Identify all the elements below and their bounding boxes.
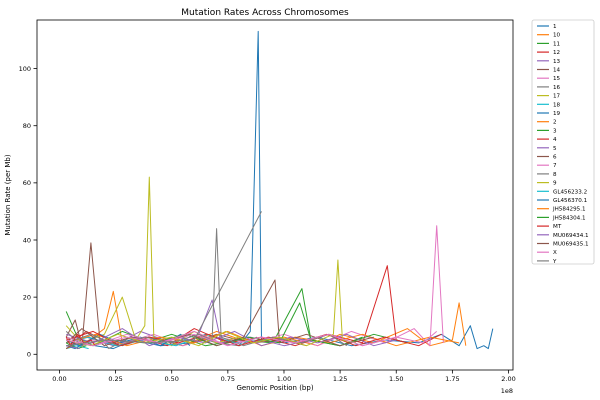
x-tick-label: 1.50 xyxy=(389,375,403,383)
legend-label: 16 xyxy=(553,85,561,91)
y-axis-label: Mutation Rate (per Mb) xyxy=(4,154,12,235)
legend-frame xyxy=(531,19,595,265)
legend-label: 2 xyxy=(553,120,557,126)
legend-label: 15 xyxy=(553,76,561,82)
series-line-19 xyxy=(66,345,89,350)
legend-label: 6 xyxy=(553,155,557,161)
x-tick-label: 0.75 xyxy=(221,375,235,383)
series-layer xyxy=(65,30,494,350)
legend-label: 7 xyxy=(553,163,557,169)
x-axis-label: Genomic Position (bp) xyxy=(236,384,313,392)
x-tick-label: 1.75 xyxy=(445,375,459,383)
legend-label: MU069434.1 xyxy=(553,233,589,239)
series-line-26 xyxy=(66,331,438,347)
x-tick-label: 1.00 xyxy=(277,375,291,383)
legend-label: JH584295.1 xyxy=(552,207,586,213)
legend-label: JH584304.1 xyxy=(552,215,586,221)
x-tick-label: 2.00 xyxy=(501,375,515,383)
series-line-25 xyxy=(65,342,76,350)
x-tick-label: 0.50 xyxy=(164,375,178,383)
legend-label: 3 xyxy=(553,128,557,134)
legend-label: 9 xyxy=(553,181,557,187)
series-line-13 xyxy=(66,330,408,347)
legend: 1 10 11 12 13 14 15 16 17 18 19 2 3 4 5 6 7 8 9 GL456233.2 G… xyxy=(531,19,595,265)
series-line-27 xyxy=(66,211,262,347)
legend-label: X xyxy=(553,250,557,256)
series-line-24 xyxy=(66,345,80,350)
legend-label: MU069435.1 xyxy=(553,242,589,248)
y-tick-label: 40 xyxy=(23,236,31,244)
plot-area xyxy=(36,19,514,371)
x-tick-label: 0.25 xyxy=(108,375,122,383)
legend-label: Y xyxy=(552,259,557,265)
series-line-17 xyxy=(66,228,348,347)
legend-label: 13 xyxy=(553,59,561,65)
legend-label: 14 xyxy=(553,68,561,74)
legend-label: GL456370.1 xyxy=(553,198,588,204)
x-tick-label: 1.25 xyxy=(333,375,347,383)
x-axis-offset-label: 1e8 xyxy=(501,387,513,395)
series-line-23 xyxy=(65,333,96,347)
legend-label: 12 xyxy=(553,50,560,56)
chart-title: Mutation Rates Across Chromosomes xyxy=(181,8,349,18)
legend-label: 8 xyxy=(553,172,557,178)
legend-label: MT xyxy=(553,224,562,230)
series-line-18 xyxy=(66,259,356,347)
legend-label: 17 xyxy=(553,94,561,100)
series-line-15 xyxy=(65,279,374,347)
plot-frame xyxy=(36,19,514,371)
y-tick-label: 100 xyxy=(19,65,31,73)
legend-label: 19 xyxy=(553,111,561,117)
legend-label: GL456233.2 xyxy=(553,189,587,195)
series-line-14 xyxy=(66,328,397,347)
series-line-0 xyxy=(66,30,494,350)
y-tick-label: 0 xyxy=(27,351,31,359)
legend-label: 1 xyxy=(553,24,557,30)
x-tick-label: 0.00 xyxy=(52,375,66,383)
series-line-6 xyxy=(66,225,444,347)
legend-label: 10 xyxy=(553,33,561,39)
legend-label: 18 xyxy=(553,102,561,108)
series-line-3 xyxy=(68,265,442,347)
y-tick-label: 60 xyxy=(23,179,31,187)
y-tick-label: 20 xyxy=(23,293,31,301)
legend-label: 4 xyxy=(553,137,557,143)
legend-label: 5 xyxy=(553,146,557,152)
y-tick-label: 80 xyxy=(23,122,31,130)
x-axis-ticks: 0.00 0.25 0.50 0.75 1.00 1.25 1.50 1.75 2.00 xyxy=(52,370,516,383)
legend-label: 11 xyxy=(553,41,561,47)
y-axis-ticks: 0 20 40 60 80 100 xyxy=(19,65,37,359)
